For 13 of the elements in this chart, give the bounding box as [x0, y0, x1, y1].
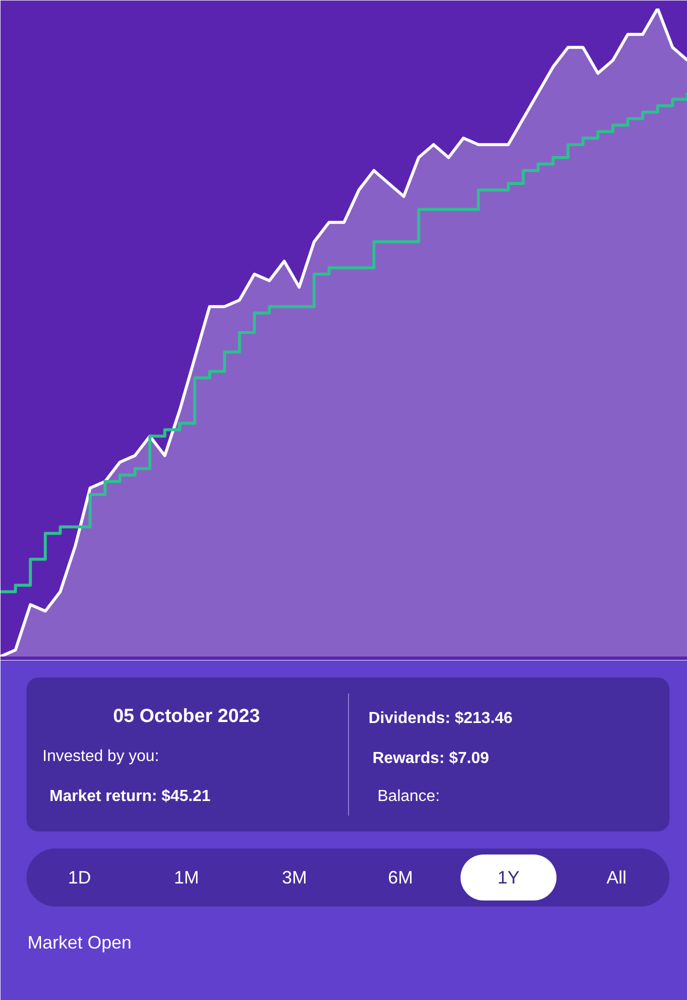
- text: 05 October 2023: [113, 706, 260, 727]
- text: Rewards: $7.09: [372, 750, 490, 767]
- text: 1D: [68, 868, 92, 888]
- text: 6M: [388, 868, 414, 888]
- text: Market return: $45.21: [50, 788, 211, 805]
- text: 1Y: [497, 868, 520, 888]
- text: Market Open: [28, 932, 132, 952]
- text: 3M: [282, 868, 308, 888]
- text: Balance:: [378, 788, 440, 805]
- text: 1M: [174, 868, 200, 888]
- text: All: [606, 868, 627, 888]
- text: Dividends: $213.46: [368, 710, 513, 727]
- text: Invested by you:: [42, 748, 160, 765]
